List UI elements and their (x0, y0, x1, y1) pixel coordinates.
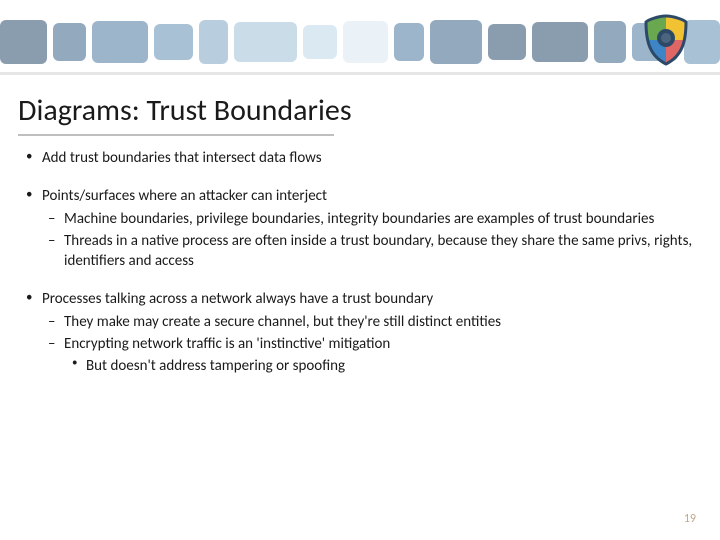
header-decoration (0, 20, 720, 64)
shield-icon (638, 12, 694, 68)
bullet-text: They make may create a secure channel, b… (64, 313, 501, 331)
page-number: 19 (684, 512, 696, 526)
title-underline (18, 134, 334, 136)
bullet-l3: But doesn't address tampering or spoofin… (64, 356, 696, 376)
bullet-l1: Points/surfaces where an attacker can in… (24, 186, 696, 271)
bullet-text: Add trust boundaries that intersect data… (42, 149, 322, 167)
bullet-text: Encrypting network traffic is an 'instin… (64, 335, 390, 353)
bullet-l1: Processes talking across a network alway… (24, 289, 696, 376)
bullet-l2: They make may create a secure channel, b… (42, 312, 696, 332)
bullet-l2: Threads in a native process are often in… (42, 231, 696, 272)
slide-content: Add trust boundaries that intersect data… (24, 148, 696, 394)
bullet-text: Points/surfaces where an attacker can in… (42, 187, 327, 205)
bullet-text: Threads in a native process are often in… (64, 232, 692, 270)
slide-title: Diagrams: Trust Boundaries (18, 92, 352, 129)
bullet-l2: Encrypting network traffic is an 'instin… (42, 334, 696, 377)
bullet-text: Machine boundaries, privilege boundaries… (64, 210, 654, 228)
bullet-l1: Add trust boundaries that intersect data… (24, 148, 696, 168)
bullet-text: Processes talking across a network alway… (42, 290, 433, 308)
bullet-text: But doesn't address tampering or spoofin… (86, 357, 345, 375)
bullet-l2: Machine boundaries, privilege boundaries… (42, 209, 696, 229)
header-divider (0, 72, 720, 75)
